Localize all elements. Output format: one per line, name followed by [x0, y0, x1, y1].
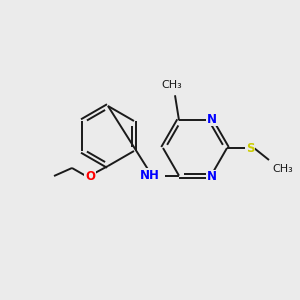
Text: NH: NH	[140, 169, 160, 182]
Text: N: N	[207, 170, 217, 183]
Text: O: O	[85, 169, 95, 182]
Text: CH₃: CH₃	[272, 164, 293, 174]
Text: N: N	[207, 113, 217, 126]
Text: CH₃: CH₃	[162, 80, 182, 90]
Text: S: S	[246, 142, 254, 154]
